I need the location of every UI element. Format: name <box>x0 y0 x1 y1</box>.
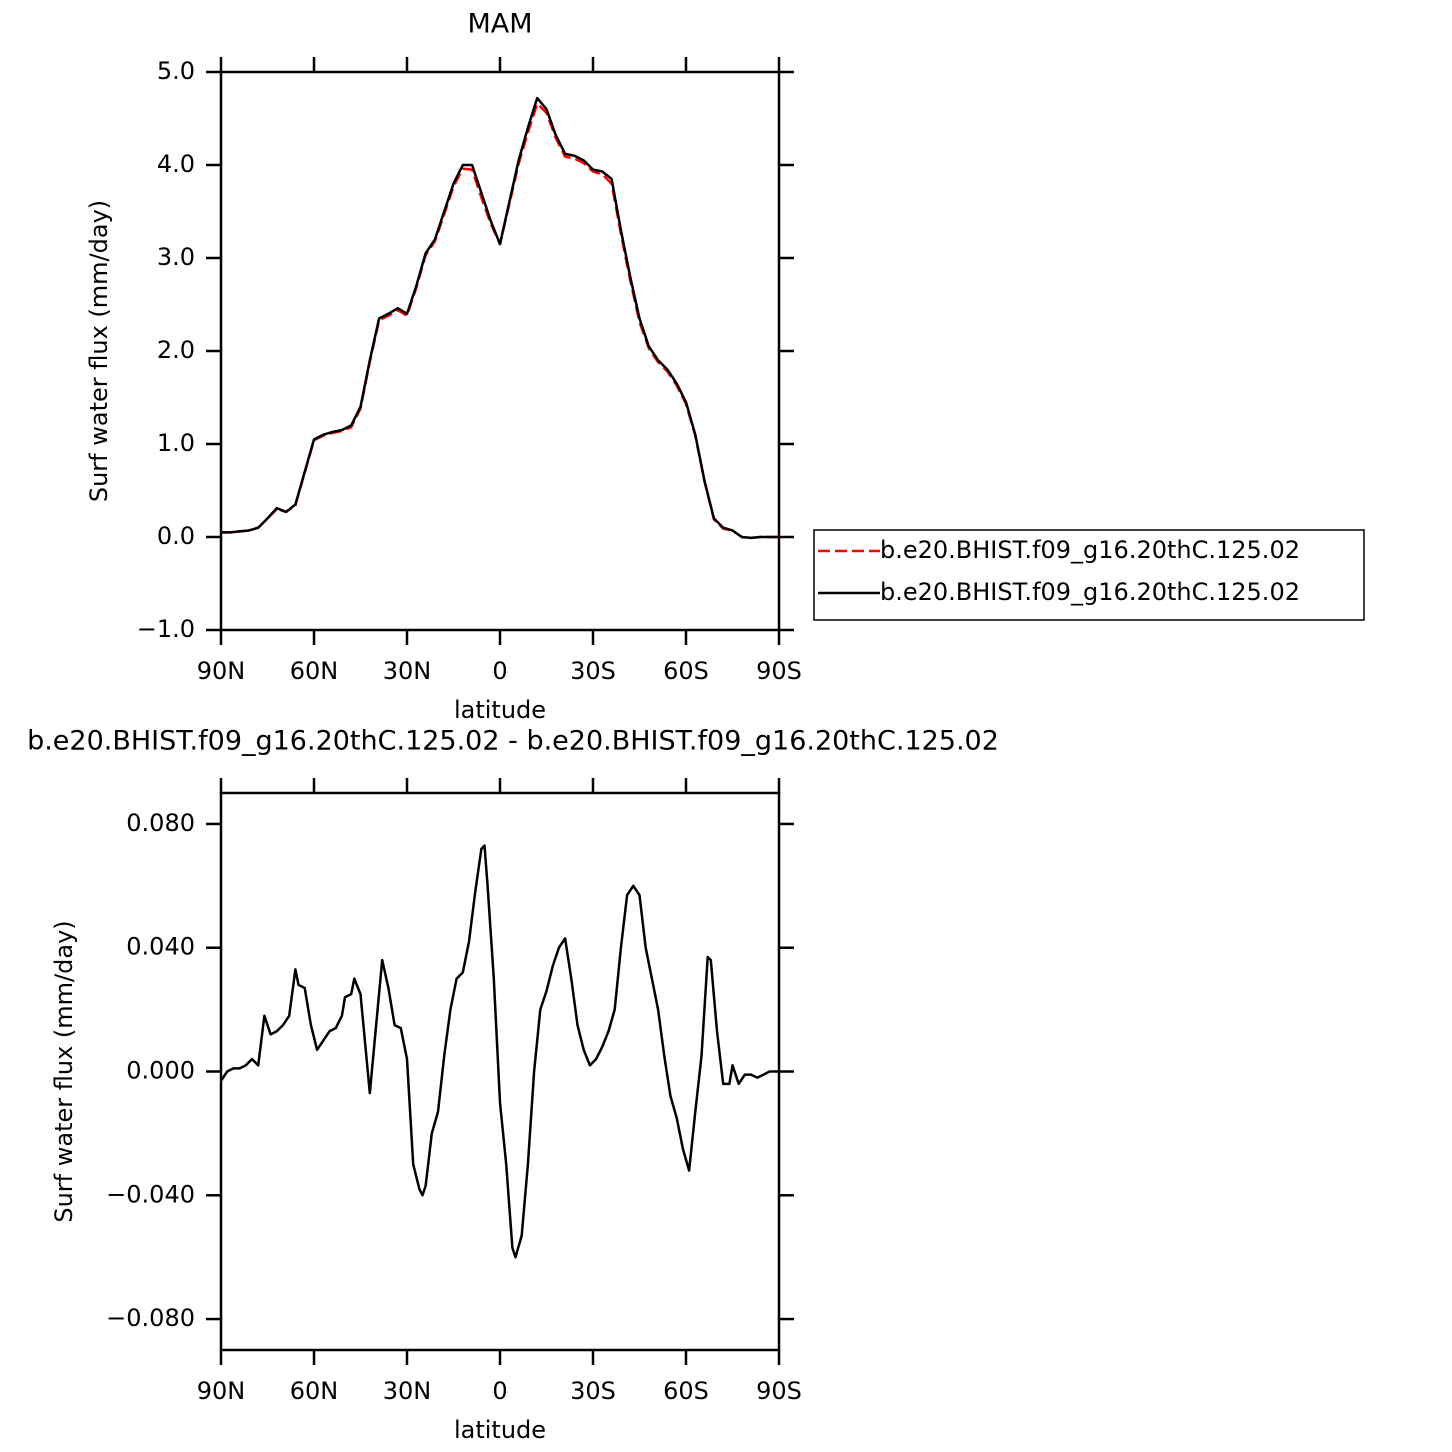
y-tick-label: 4.0 <box>157 150 195 178</box>
x-tick-label: 30N <box>383 1377 432 1405</box>
x-tick-label: 0 <box>492 657 507 685</box>
x-tick-label: 60S <box>663 657 709 685</box>
x-tick-label: 60N <box>290 657 339 685</box>
y-tick-label: 0.0 <box>157 522 195 550</box>
x-tick-label: 60S <box>663 1377 709 1405</box>
data-line <box>219 844 779 1259</box>
legend-box <box>813 529 1365 621</box>
y-tick-label: −1.0 <box>137 615 195 643</box>
x-tick-label: 90N <box>197 657 246 685</box>
y-tick-label: 0.080 <box>126 809 195 837</box>
x-tick-label: 60N <box>290 1377 339 1405</box>
plot-frame <box>219 791 781 1352</box>
x-tick-label: 30S <box>570 657 616 685</box>
x-axis-label: latitude <box>454 1416 546 1444</box>
y-tick-label: 5.0 <box>157 57 195 85</box>
x-tick-label: 90S <box>756 657 802 685</box>
x-tick-label: 30N <box>383 657 432 685</box>
plot-frame <box>219 70 781 632</box>
legend-label: b.e20.BHIST.f09_g16.20thC.125.02 <box>880 536 1300 564</box>
y-tick-label: 3.0 <box>157 243 195 271</box>
x-tick-label: 30S <box>570 1377 616 1405</box>
x-tick-label: 90S <box>756 1377 802 1405</box>
x-tick-label: 0 <box>492 1377 507 1405</box>
chart-title: MAM <box>467 9 532 40</box>
x-tick-label: 90N <box>197 1377 246 1405</box>
y-tick-label: −0.080 <box>106 1304 195 1332</box>
y-axis-label: Surf water flux (mm/day) <box>50 920 78 1222</box>
y-tick-label: −0.040 <box>106 1180 195 1208</box>
data-line <box>221 96 779 540</box>
y-axis-label: Surf water flux (mm/day) <box>85 200 113 502</box>
y-tick-label: 0.000 <box>126 1057 195 1085</box>
x-axis-label: latitude <box>454 696 546 724</box>
chart-title: b.e20.BHIST.f09_g16.20thC.125.02 - b.e20… <box>27 726 999 757</box>
y-tick-label: 2.0 <box>157 336 195 364</box>
y-tick-label: 1.0 <box>157 429 195 457</box>
legend-label: b.e20.BHIST.f09_g16.20thC.125.02 <box>880 578 1300 606</box>
y-tick-label: 0.040 <box>126 933 195 961</box>
